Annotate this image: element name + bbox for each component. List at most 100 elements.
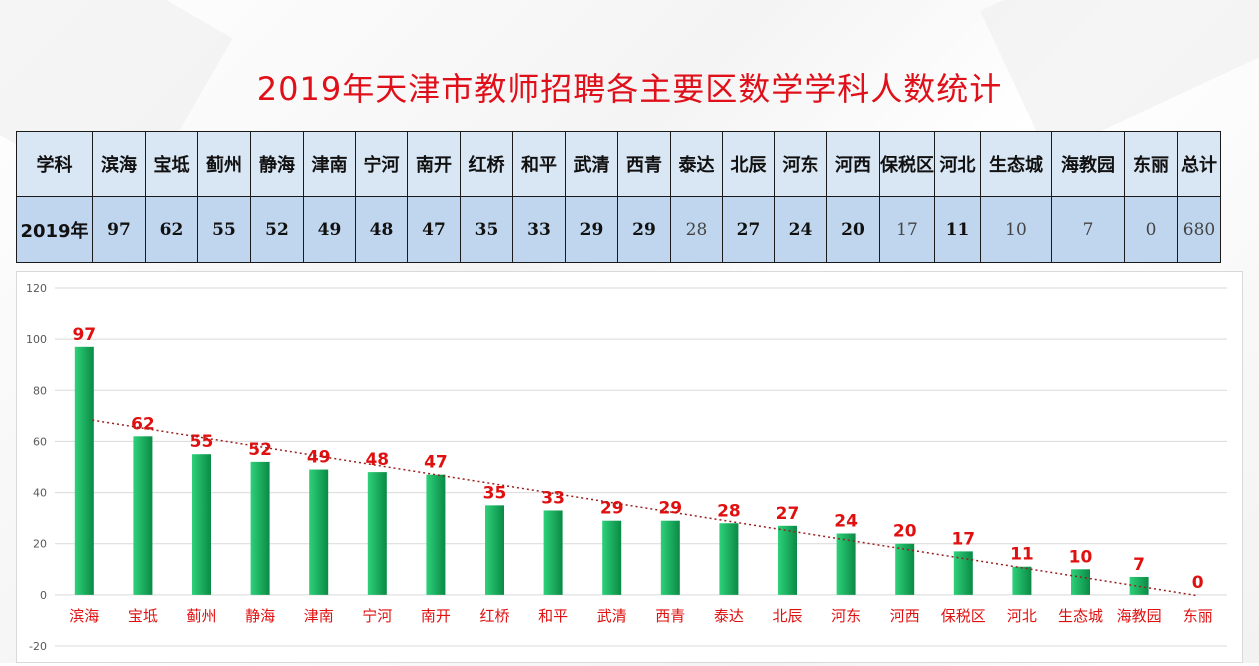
- data-label: 62: [131, 414, 155, 434]
- data-label: 7: [1133, 555, 1145, 575]
- table-header-total: 总计: [1177, 131, 1221, 197]
- bar: [1129, 576, 1149, 595]
- x-tick-label: 南开: [421, 607, 451, 625]
- x-tick-label: 滨海: [69, 607, 99, 625]
- data-label: 24: [834, 511, 858, 531]
- data-label: 52: [248, 440, 272, 460]
- data-label: 0: [1192, 573, 1204, 593]
- data-label: 29: [600, 499, 624, 519]
- stats-table: 学科 滨海 宝坻 蓟州 静海 津南 宁河 南开 红桥 和平 武清 西青 泰达 北辰 河东 河西 保税区 河北 生态城…: [16, 131, 1221, 263]
- bar: [836, 533, 856, 595]
- table-value-cell: 11: [934, 196, 981, 263]
- bar: [602, 520, 622, 595]
- bar-chart: -2002040608010012097滨海62宝坻55蓟州52静海49津南48…: [26, 282, 1227, 653]
- y-tick-label: 100: [26, 333, 47, 346]
- x-tick-label: 东丽: [1183, 607, 1213, 625]
- table-value-cell: 24: [774, 196, 827, 263]
- data-label: 11: [1010, 545, 1034, 565]
- table-header-cell: 宝坻: [145, 131, 198, 197]
- table-header-cell: 滨海: [92, 131, 146, 197]
- table-value-cell: 20: [826, 196, 880, 263]
- x-tick-label: 和平: [538, 607, 568, 625]
- bar: [426, 474, 446, 595]
- data-label: 97: [72, 325, 96, 345]
- x-tick-label: 武清: [597, 607, 627, 625]
- table-header-cell: 海教园: [1051, 131, 1125, 197]
- x-tick-label: 静海: [245, 607, 275, 625]
- page-title: 2019年天津市教师招聘各主要区数学学科人数统计: [256, 70, 1003, 108]
- table-value-cell: 49: [303, 196, 356, 263]
- x-tick-label: 泰达: [714, 607, 744, 625]
- data-label: 10: [1069, 547, 1093, 567]
- data-label: 35: [483, 483, 507, 503]
- table-value-row: 2019年 97 62 55 52 49 48 47 35 33 29 29 28 27 24 20 17 11 1…: [16, 196, 1221, 263]
- table-value-cell: 35: [460, 196, 513, 263]
- table-header-cell: 红桥: [460, 131, 513, 197]
- y-tick-label: 80: [33, 384, 47, 397]
- x-tick-label: 生态城: [1058, 607, 1103, 625]
- table-value-cell: 10: [980, 196, 1052, 263]
- table-header-cell: 东丽: [1124, 131, 1178, 197]
- table-header-cell: 河东: [774, 131, 827, 197]
- bar: [309, 469, 329, 595]
- x-tick-label: 蓟州: [186, 607, 216, 625]
- data-label: 27: [776, 504, 800, 524]
- x-tick-label: 西青: [655, 607, 685, 625]
- table-header-cell: 宁河: [355, 131, 408, 197]
- table-header-cell: 南开: [407, 131, 461, 197]
- x-tick-label: 海教园: [1117, 607, 1162, 625]
- bar: [778, 525, 797, 595]
- bar: [367, 472, 387, 595]
- table-header-cell: 静海: [250, 131, 304, 197]
- table-value-cell: 52: [250, 196, 304, 263]
- x-tick-label: 河北: [1007, 607, 1037, 625]
- bar: [895, 543, 915, 595]
- table-header-cell: 津南: [303, 131, 356, 197]
- table-header-label: 学科: [16, 131, 93, 197]
- data-label: 20: [893, 522, 917, 542]
- table-header-cell: 西青: [617, 131, 671, 197]
- table-header-cell: 泰达: [670, 131, 723, 197]
- table-row-label: 2019年: [16, 196, 93, 263]
- bar: [543, 510, 563, 595]
- data-label: 55: [190, 432, 214, 452]
- table-header-cell: 河北: [934, 131, 981, 197]
- data-label: 47: [424, 453, 448, 473]
- data-label: 48: [365, 450, 389, 470]
- y-tick-label: 20: [33, 538, 47, 551]
- x-tick-label: 津南: [304, 607, 334, 625]
- table-total-value: 680: [1177, 196, 1221, 263]
- table-value-cell: 48: [355, 196, 408, 263]
- chart-panel: -20 0 20 40 60 80 100 120 97 滨海 62 宝坻 55 蓟州 52 静海 49 津南 48…: [16, 271, 1243, 663]
- table-value-cell: 62: [145, 196, 198, 263]
- x-tick-label: 北辰: [772, 607, 802, 625]
- table-value-cell: 29: [617, 196, 671, 263]
- x-tick-label: 保税区: [941, 607, 986, 625]
- bar: [74, 346, 94, 595]
- table-value-cell: 97: [92, 196, 146, 263]
- table-value-cell: 0: [1124, 196, 1178, 263]
- y-tick-label: -20: [29, 640, 47, 653]
- bar: [953, 551, 973, 595]
- bar: [719, 523, 739, 595]
- y-tick-label: 120: [26, 282, 47, 295]
- data-label: 17: [951, 529, 975, 549]
- x-tick-label: 红桥: [479, 607, 509, 625]
- trendline: [92, 419, 1198, 597]
- y-tick-label: 60: [33, 435, 47, 448]
- table-value-cell: 55: [197, 196, 251, 263]
- x-tick-label: 宝坻: [128, 607, 158, 625]
- bar: [1012, 566, 1032, 595]
- table-header-row: 学科 滨海 宝坻 蓟州 静海 津南 宁河 南开 红桥 和平 武清 西青 泰达 北辰 河东 河西 保税区 河北 生态城…: [16, 131, 1221, 197]
- table-header-cell: 武清: [565, 131, 618, 197]
- bar: [485, 505, 504, 595]
- bar: [1071, 569, 1090, 595]
- bar: [133, 436, 153, 595]
- table-header-cell: 生态城: [980, 131, 1052, 197]
- x-tick-label: 河东: [831, 607, 861, 625]
- x-tick-label: 宁河: [362, 607, 392, 625]
- table-value-cell: 7: [1051, 196, 1125, 263]
- y-tick-label: 40: [33, 487, 47, 500]
- data-label: 28: [717, 501, 741, 521]
- bar: [192, 454, 211, 595]
